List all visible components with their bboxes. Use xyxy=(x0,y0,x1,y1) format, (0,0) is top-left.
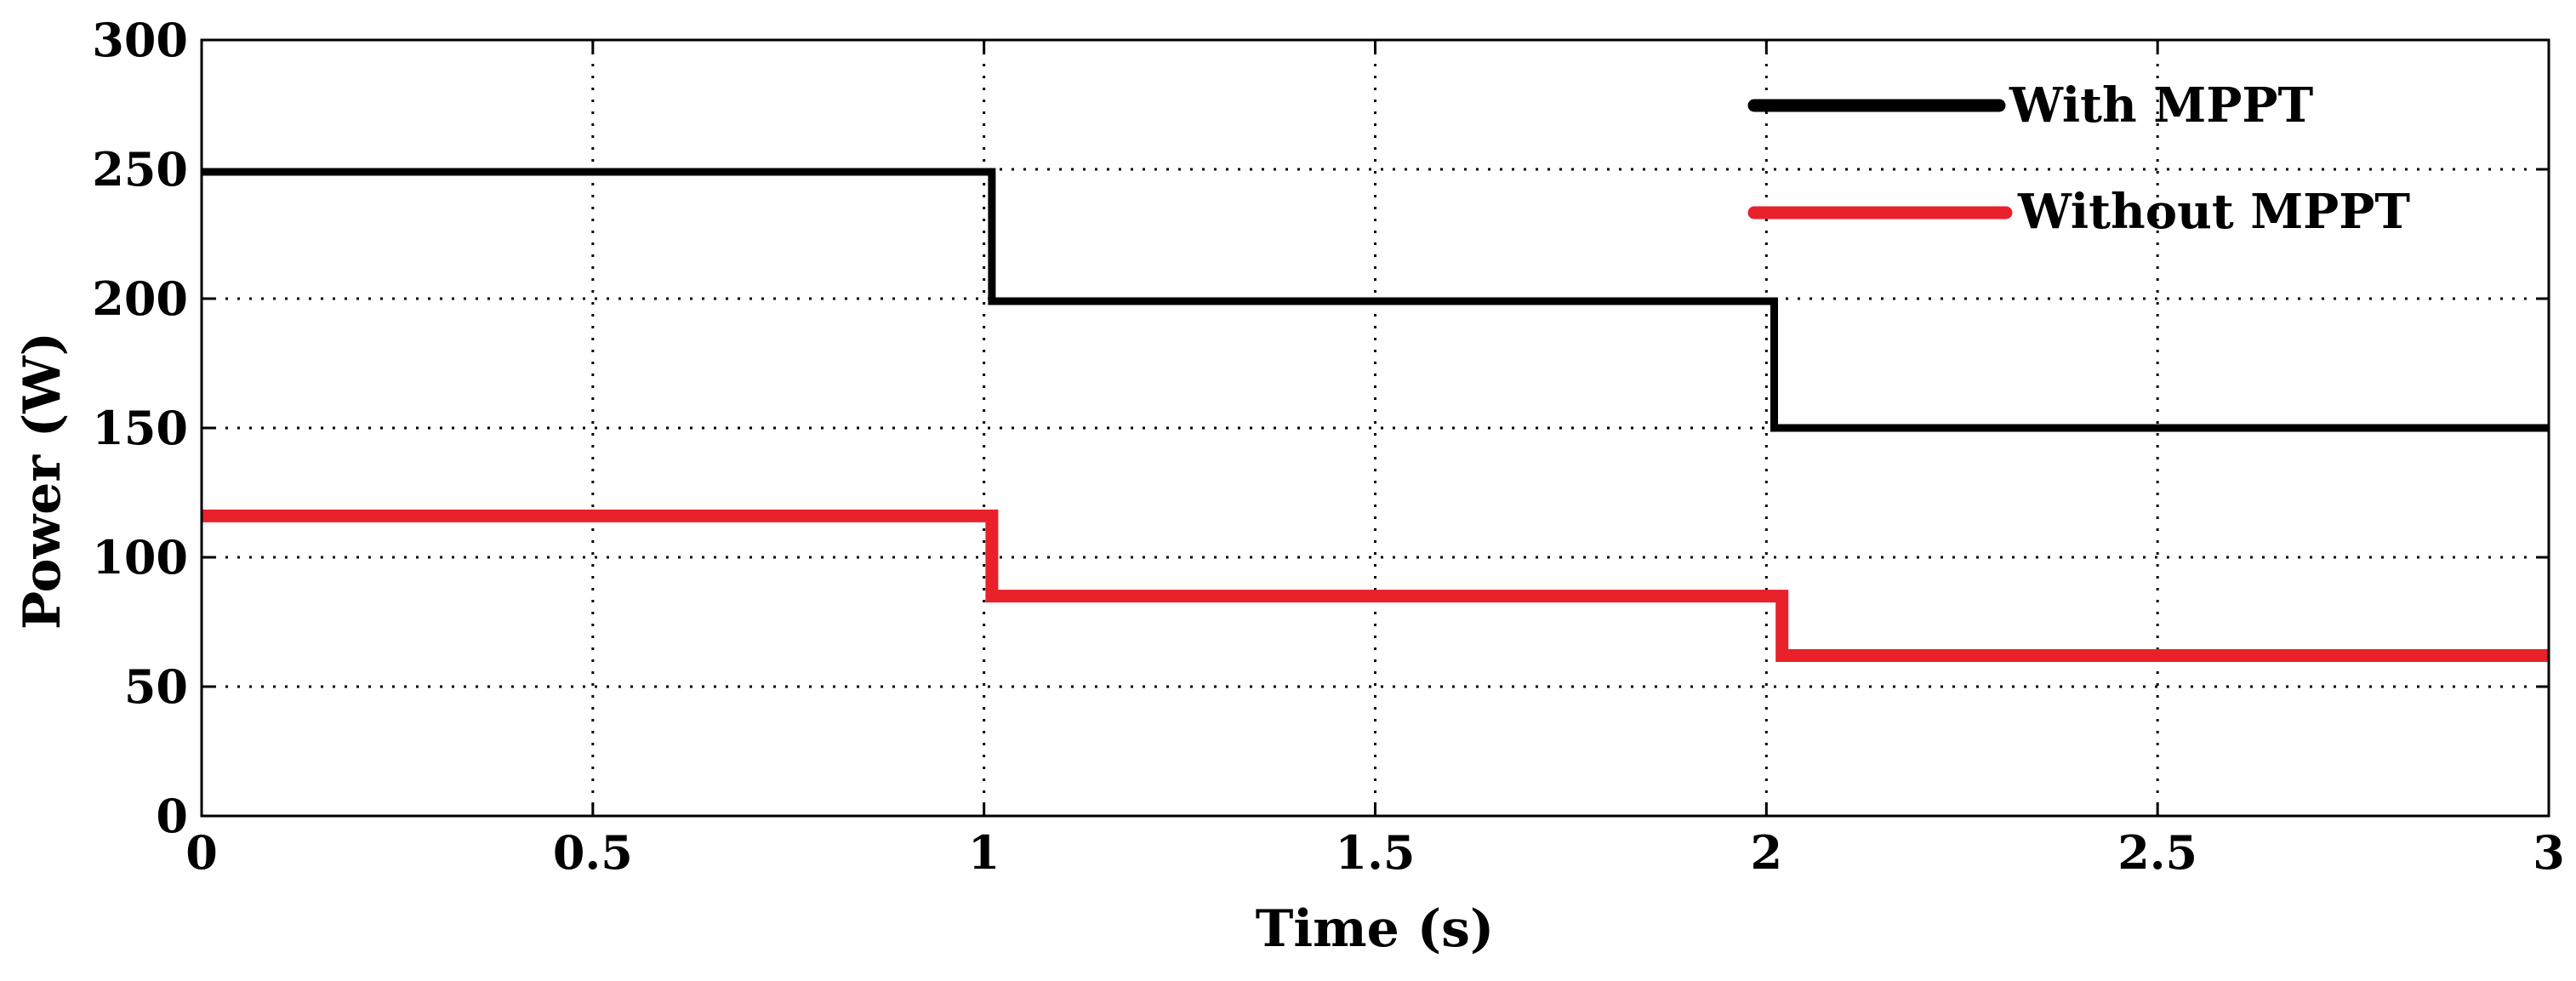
series-lines xyxy=(202,168,2549,662)
x-tick-label: 3 xyxy=(2533,825,2565,880)
x-tick-label: 0 xyxy=(185,825,218,880)
y-tick-label: 200 xyxy=(92,271,188,326)
x-tick-label: 2.5 xyxy=(2117,825,2197,880)
legend-entry-label: With MPPT xyxy=(2009,77,2313,134)
series-line-without-mppt xyxy=(202,509,2549,662)
y-tick-label: 100 xyxy=(92,530,188,585)
y-tick-label: 0 xyxy=(156,789,188,843)
y-tick-label: 50 xyxy=(124,659,188,714)
y-axis-label: Power (W) xyxy=(13,332,72,630)
series-line-with-mppt xyxy=(202,168,2549,432)
x-axis-label: Time (s) xyxy=(1256,899,1495,959)
x-tick-label: 1 xyxy=(968,825,1000,880)
y-tick-label: 300 xyxy=(92,13,188,67)
x-tick-label: 1.5 xyxy=(1336,825,1416,880)
legend: With MPPT Without MPPT xyxy=(1747,77,2410,240)
x-tick-label: 2 xyxy=(1751,825,1783,880)
x-tick-label: 0.5 xyxy=(553,825,633,880)
y-tick-label: 250 xyxy=(92,142,188,197)
legend-entry-label: Without MPPT xyxy=(2017,184,2410,240)
y-tick-label: 150 xyxy=(92,401,188,455)
axis-ticks: 0 0.5 1 1.5 2 2.5 3 0 50 100 150 200 250 300 xyxy=(92,13,2565,880)
